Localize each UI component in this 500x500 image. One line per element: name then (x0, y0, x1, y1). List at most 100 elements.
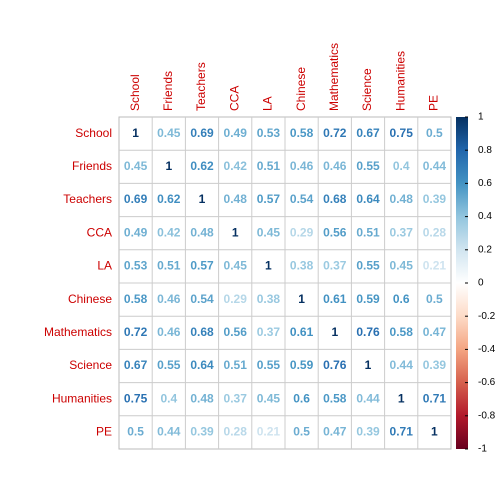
cell-value: 0.67 (124, 358, 148, 372)
cell-value: 0.45 (257, 391, 281, 405)
cell-value: 0.61 (290, 325, 314, 339)
colorbar-tick-label: 0.4 (478, 211, 492, 222)
cell-value: 0.69 (124, 192, 148, 206)
cell-value: 0.45 (124, 159, 148, 173)
row-label: CCA (87, 225, 112, 239)
cell-value: 0.42 (157, 225, 181, 239)
column-label: CCA (227, 86, 241, 111)
cell-value: 0.48 (390, 192, 414, 206)
row-label: Humanities (52, 391, 112, 405)
cell-value: 0.5 (127, 425, 144, 439)
cell-value: 0.45 (157, 126, 181, 140)
cell-value: 0.29 (290, 225, 314, 239)
cell-value: 0.28 (423, 225, 447, 239)
column-label: Chinese (294, 67, 308, 111)
cell-value: 0.37 (323, 259, 347, 273)
cell-value: 0.64 (190, 358, 214, 372)
colorbar-tick-label: -0.8 (478, 410, 496, 421)
cell-value: 0.56 (323, 225, 347, 239)
cell-value: 0.49 (224, 126, 248, 140)
cell-value: 0.68 (190, 325, 214, 339)
cell-value: 0.46 (157, 292, 181, 306)
cell-value: 0.44 (423, 159, 447, 173)
cell-value: 0.58 (290, 126, 314, 140)
cell-value: 0.45 (390, 259, 414, 273)
cell-value: 0.57 (257, 192, 281, 206)
row-label: PE (96, 425, 112, 439)
colorbar-tick-label: 1 (478, 112, 484, 123)
row-label: School (75, 126, 112, 140)
cell-value: 1 (298, 292, 305, 306)
cell-value: 0.75 (390, 126, 414, 140)
cell-value: 0.54 (290, 192, 314, 206)
cell-value: 0.53 (124, 259, 148, 273)
cell-value: 0.4 (393, 159, 410, 173)
cell-value: 0.21 (257, 425, 281, 439)
colorbar (456, 117, 468, 449)
column-label: Teachers (194, 62, 208, 111)
cell-value: 0.55 (356, 259, 380, 273)
cell-value: 1 (132, 126, 139, 140)
cell-value: 0.76 (356, 325, 380, 339)
cell-value: 0.21 (423, 259, 447, 273)
cell-value: 0.53 (257, 126, 281, 140)
column-label: LA (261, 96, 275, 111)
colorbar-tick-label: 0.8 (478, 145, 492, 156)
cell-value: 0.75 (124, 391, 148, 405)
cell-value: 0.72 (124, 325, 148, 339)
cell-value: 1 (265, 259, 272, 273)
cell-value: 0.49 (124, 225, 148, 239)
cell-value: 0.6 (393, 292, 410, 306)
cell-value: 0.37 (390, 225, 414, 239)
column-label: Humanities (393, 51, 407, 111)
cell-value: 0.71 (390, 425, 414, 439)
cell-value: 0.51 (224, 358, 248, 372)
column-label: Friends (161, 71, 175, 111)
cell-value: 0.46 (157, 325, 181, 339)
cell-value: 0.64 (356, 192, 380, 206)
cell-value: 0.48 (190, 391, 214, 405)
cell-value: 0.67 (356, 126, 380, 140)
cell-value: 0.59 (356, 292, 380, 306)
colorbar-tick-label: -1 (478, 444, 487, 455)
cell-value: 0.39 (356, 425, 380, 439)
cell-value: 0.39 (423, 192, 447, 206)
cell-value: 0.58 (390, 325, 414, 339)
cell-value: 0.51 (257, 159, 281, 173)
cell-value: 0.5 (426, 126, 443, 140)
cell-value: 0.59 (290, 358, 314, 372)
cell-value: 0.58 (124, 292, 148, 306)
cell-value: 0.37 (257, 325, 281, 339)
cell-value: 1 (232, 225, 239, 239)
column-label: PE (427, 95, 441, 111)
cell-value: 1 (431, 425, 438, 439)
cell-value: 1 (165, 159, 172, 173)
cell-value: 0.62 (157, 192, 181, 206)
cell-value: 0.44 (390, 358, 414, 372)
cell-value: 0.6 (293, 391, 310, 405)
cell-value: 0.45 (257, 225, 281, 239)
cell-value: 0.72 (323, 126, 347, 140)
cell-value: 0.29 (224, 292, 248, 306)
cell-value: 0.28 (224, 425, 248, 439)
cell-value: 0.71 (423, 391, 447, 405)
column-label: Science (360, 68, 374, 111)
colorbar-tick-label: -0.4 (478, 344, 496, 355)
cell-value: 1 (331, 325, 338, 339)
cell-value: 0.44 (157, 425, 181, 439)
cell-value: 0.4 (160, 391, 177, 405)
cell-value: 0.58 (323, 391, 347, 405)
cell-value: 0.47 (323, 425, 347, 439)
cell-value: 0.56 (224, 325, 248, 339)
cell-value: 0.48 (224, 192, 248, 206)
cell-value: 0.5 (426, 292, 443, 306)
cell-value: 0.47 (423, 325, 447, 339)
cell-value: 0.46 (290, 159, 314, 173)
row-label: Science (69, 358, 112, 372)
cell-value: 0.51 (356, 225, 380, 239)
colorbar-tick-label: -0.6 (478, 377, 496, 388)
cell-value: 0.45 (224, 259, 248, 273)
cell-value: 0.55 (157, 358, 181, 372)
cell-value: 1 (365, 358, 372, 372)
